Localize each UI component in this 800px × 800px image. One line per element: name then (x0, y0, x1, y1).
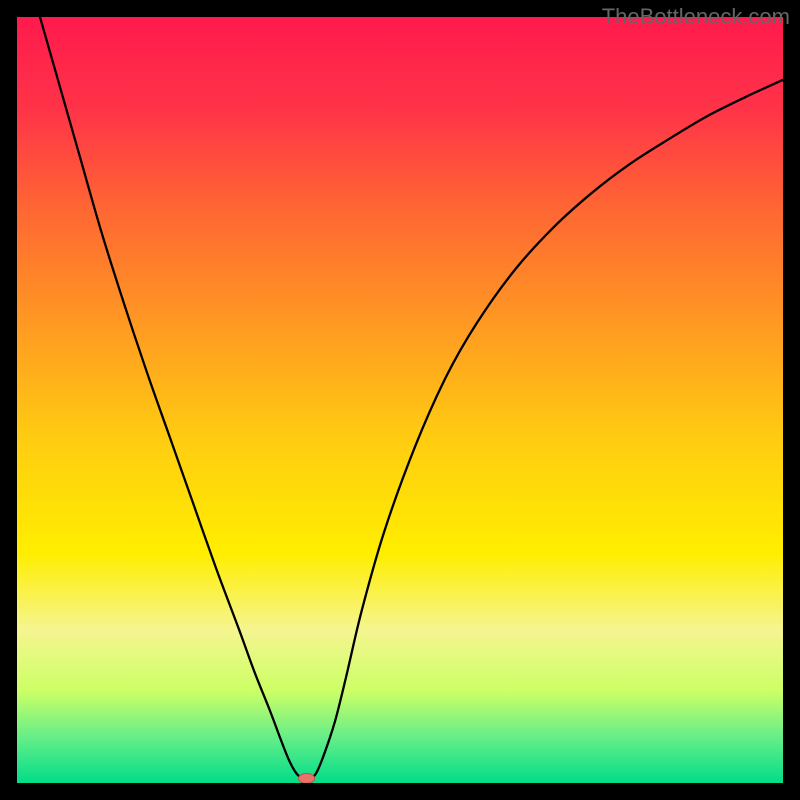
chart-plot-area (17, 17, 783, 783)
watermark-text: TheBottleneck.com (602, 4, 790, 30)
bottleneck-curve-chart (17, 17, 783, 783)
optimum-marker (299, 773, 315, 783)
gradient-background (17, 17, 783, 783)
